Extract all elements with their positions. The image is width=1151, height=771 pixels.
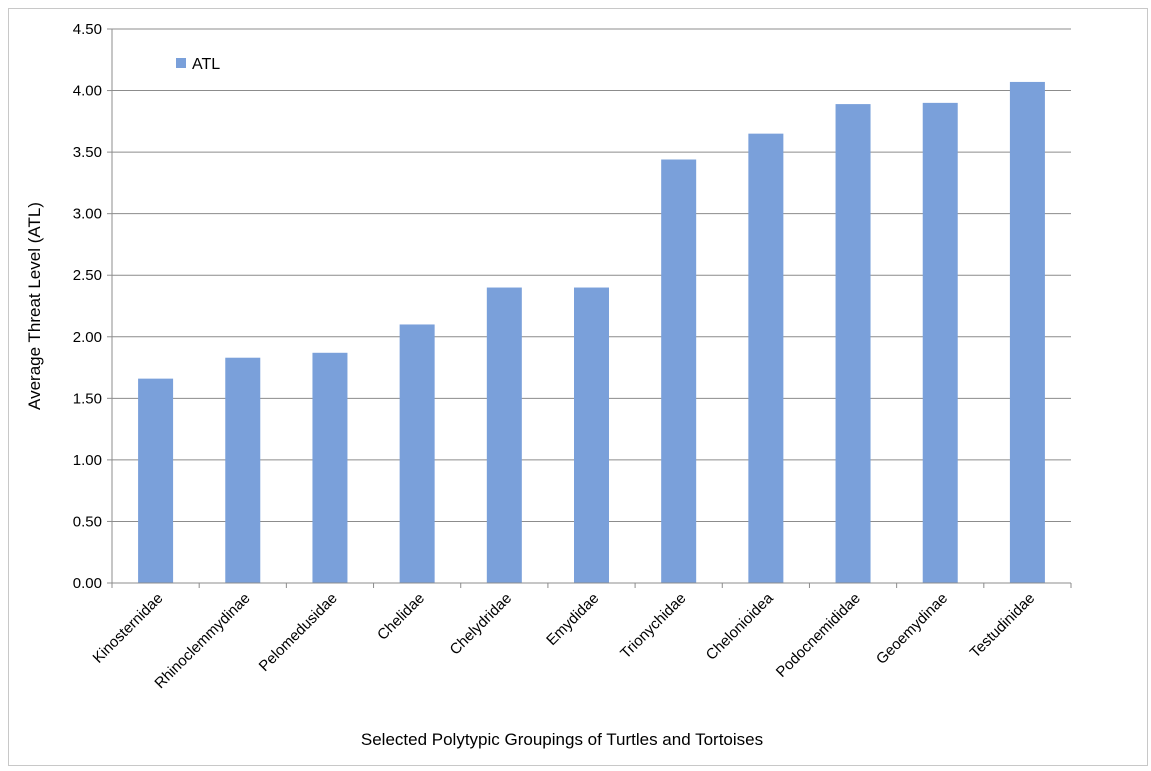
bar-chelidae — [399, 324, 435, 583]
y-axis-title: Average Threat Level (ATL) — [25, 202, 44, 410]
x-tick-label: Chelidae — [374, 590, 428, 644]
x-tick-label: Kinosternidae — [90, 590, 167, 667]
x-tick-label: Chelonioidea — [703, 589, 777, 663]
y-tick-label: 4.50 — [73, 21, 102, 38]
y-tick-label: 1.00 — [73, 452, 102, 469]
x-tick-label: Geoemydinae — [873, 590, 951, 668]
bar-kinosternidae — [138, 378, 174, 583]
y-tick-label: 4.00 — [73, 83, 102, 100]
x-tick-label: Rhinoclemmydinae — [151, 590, 253, 692]
x-axis-title: Selected Polytypic Groupings of Turtles … — [361, 730, 763, 749]
y-tick-label: 3.50 — [73, 144, 102, 161]
bars — [138, 81, 1045, 583]
y-tick-labels: 0.00 0.50 1.00 1.50 2.00 2.50 3.00 3.50 4.00 4.50 — [73, 21, 102, 592]
legend-label: ATL — [192, 56, 220, 73]
x-tick-label: Testudinidae — [967, 590, 1039, 662]
bar-chelonioidea — [748, 133, 784, 583]
legend-swatch — [176, 58, 186, 68]
y-tick-label: 1.50 — [73, 390, 102, 407]
bar-trionychidae — [661, 159, 697, 583]
bar-geoemydinae — [922, 102, 958, 583]
x-tick-label: Podocnemididae — [773, 590, 864, 681]
bar-chelydridae — [486, 287, 522, 583]
x-tick-label: Trionychidae — [617, 590, 689, 662]
bar-emydidae — [574, 287, 609, 583]
bar-rhinoclemmydinae — [225, 357, 261, 583]
gridlines — [107, 28, 1071, 584]
x-tick-label: Chelydridae — [447, 590, 516, 659]
y-tick-label: 0.50 — [73, 513, 102, 530]
y-tick-label: 3.00 — [73, 206, 102, 223]
bar-testudinidae — [1009, 81, 1045, 583]
axes — [111, 29, 1071, 584]
y-tick-label: 0.00 — [73, 575, 102, 592]
x-tick-label: Emydidae — [543, 590, 602, 649]
y-tick-label: 2.50 — [73, 267, 102, 284]
legend: ATL — [176, 56, 220, 73]
bar-podocnemididae — [835, 104, 871, 583]
y-tick-label: 2.00 — [73, 329, 102, 346]
bar-pelomedusidae — [312, 352, 348, 583]
x-tick-label: Pelomedusidae — [256, 590, 341, 675]
